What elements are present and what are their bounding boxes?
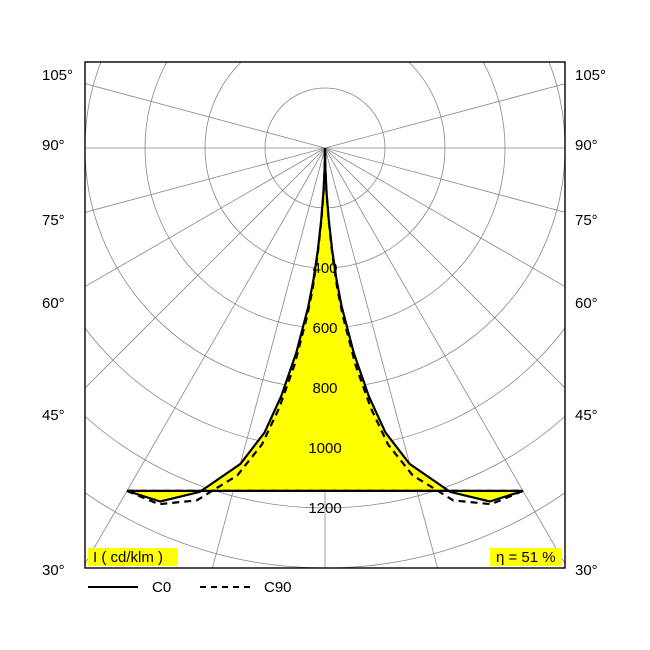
radial-label: 1200 xyxy=(308,500,341,517)
angle-label-left: 60° xyxy=(42,295,65,312)
polar-intensity-chart: 105°90°75°60°45°30° 105°90°75°60°45°30° … xyxy=(0,0,650,650)
svg-text:C90: C90 xyxy=(264,579,292,596)
radial-label: 1000 xyxy=(308,440,341,457)
angle-label-right: 90° xyxy=(575,137,598,154)
unit-box: I ( cd/klm ) xyxy=(88,548,178,566)
angle-label-right: 60° xyxy=(575,295,598,312)
angle-label-right: 30° xyxy=(575,562,598,579)
angle-label-left: 105° xyxy=(42,67,73,84)
svg-text:C0: C0 xyxy=(152,579,171,596)
efficiency-box: η = 51 % xyxy=(490,548,562,566)
radial-label: 400 xyxy=(312,260,337,277)
angle-label-left: 30° xyxy=(42,562,65,579)
angle-label-right: 75° xyxy=(575,212,598,229)
svg-text:I ( cd/klm ): I ( cd/klm ) xyxy=(93,549,163,566)
svg-text:η = 51 %: η = 51 % xyxy=(496,549,556,566)
angle-label-left: 45° xyxy=(42,407,65,424)
angle-label-left: 90° xyxy=(42,137,65,154)
angle-label-right: 45° xyxy=(575,407,598,424)
radial-label: 600 xyxy=(312,320,337,337)
angle-label-left: 75° xyxy=(42,212,65,229)
angle-label-right: 105° xyxy=(575,67,606,84)
radial-label: 800 xyxy=(312,380,337,397)
